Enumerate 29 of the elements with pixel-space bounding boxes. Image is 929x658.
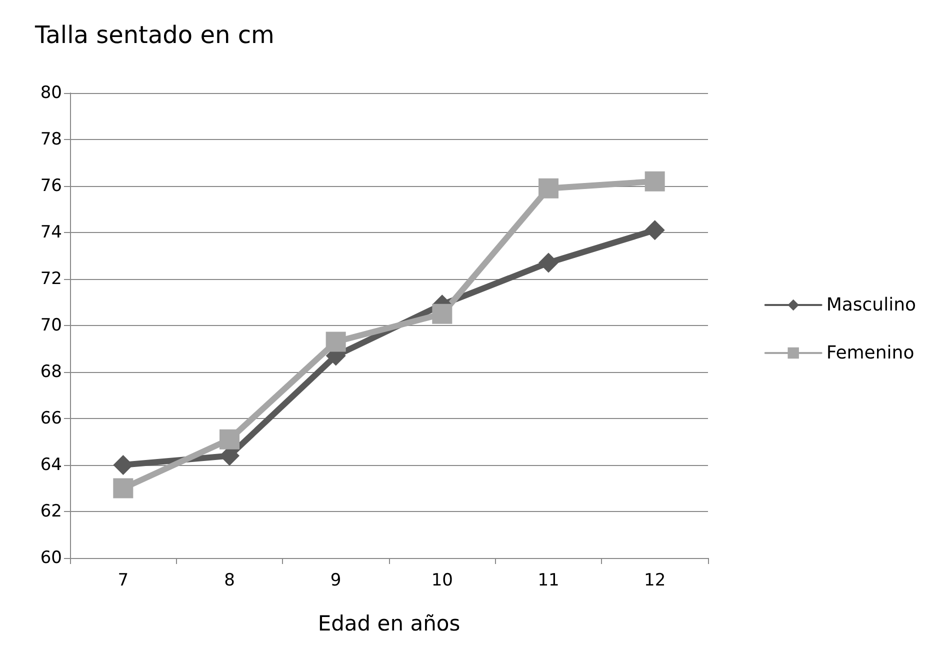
point [220, 429, 240, 450]
x-tick-label: 11 [538, 570, 560, 590]
y-tick-label: 72 [40, 269, 62, 289]
x-tick-label: 10 [431, 570, 453, 590]
y-tick-label: 74 [40, 222, 62, 242]
y-tick-label: 78 [40, 130, 62, 150]
point [644, 220, 665, 240]
point [538, 252, 558, 273]
point [644, 171, 665, 192]
y-tick-label: 62 [40, 502, 62, 522]
point [538, 178, 558, 198]
chart-title: Talla sentado en cm [34, 21, 274, 49]
point [432, 304, 452, 324]
x-tick-label: 12 [644, 570, 666, 590]
y-tick-label: 66 [40, 408, 62, 428]
y-tick-label: 68 [40, 362, 62, 382]
y-tick-label: 70 [40, 316, 62, 336]
point [113, 478, 134, 498]
x-tick-label: 9 [330, 570, 342, 590]
x-axis-title: Edad en años [318, 612, 460, 636]
point [326, 332, 346, 352]
y-tick-label: 64 [40, 455, 62, 475]
x-tick-label: 8 [224, 570, 235, 590]
y-tick-label: 80 [40, 83, 62, 103]
legend-label: Femenino [826, 342, 914, 364]
legend-label: Masculino [826, 294, 916, 316]
y-tick-label: 76 [40, 176, 62, 196]
x-tick-label: 7 [118, 570, 129, 590]
y-tick-label: 60 [40, 548, 62, 568]
